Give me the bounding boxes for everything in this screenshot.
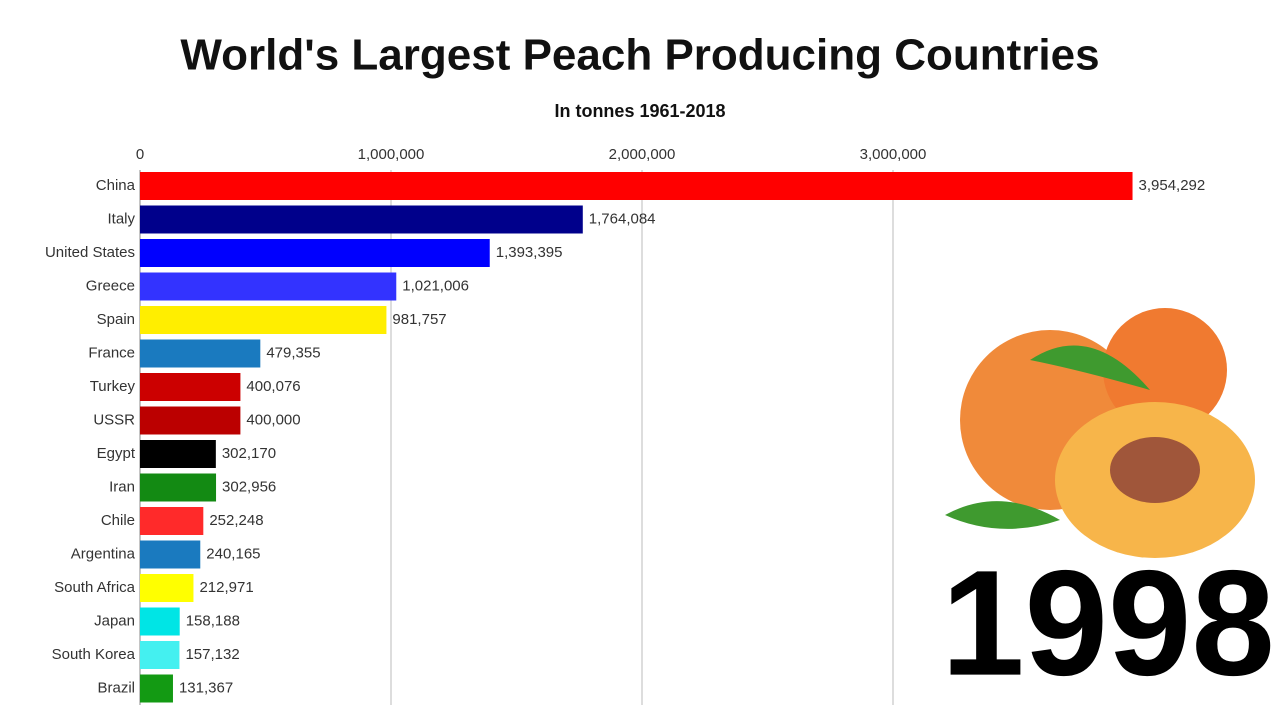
bar-value-label: 158,188	[186, 612, 240, 629]
y-tick-label: Spain	[97, 311, 135, 328]
bar	[140, 540, 201, 569]
y-tick-label: South Africa	[54, 579, 136, 596]
x-tick-label: 0	[136, 146, 144, 163]
y-tick-label: Greece	[86, 277, 135, 294]
bar	[140, 574, 194, 602]
bar-value-label: 1,764,084	[589, 210, 656, 227]
x-tick-label: 2,000,000	[609, 146, 676, 163]
bar	[140, 641, 180, 669]
chart-subtitle: In tonnes 1961-2018	[554, 101, 725, 121]
bar-value-label: 240,165	[206, 545, 260, 562]
bar	[140, 674, 173, 703]
bar-value-label: 302,956	[222, 478, 276, 495]
bar-value-label: 3,954,292	[1139, 177, 1206, 194]
y-tick-label: Chile	[101, 512, 135, 529]
y-tick-label: Egypt	[97, 445, 136, 462]
bar	[140, 607, 180, 636]
y-tick-label: United States	[45, 244, 135, 261]
y-tick-label: South Korea	[52, 646, 136, 663]
bar	[140, 440, 216, 468]
bar-value-label: 479,355	[266, 344, 320, 361]
y-tick-label: China	[96, 177, 136, 194]
bar	[140, 172, 1133, 200]
bar-value-label: 212,971	[199, 579, 253, 596]
bar	[140, 339, 261, 368]
x-tick-label: 1,000,000	[358, 146, 425, 163]
bar-value-label: 302,170	[222, 445, 276, 462]
y-tick-label: USSR	[93, 411, 135, 428]
bar	[140, 406, 241, 435]
bar	[140, 373, 241, 401]
y-tick-label: Iran	[109, 478, 135, 495]
bar-value-label: 1,393,395	[496, 244, 563, 261]
bar	[140, 272, 397, 301]
bar-value-label: 157,132	[185, 646, 239, 663]
y-tick-label: Italy	[107, 210, 135, 227]
bar-value-label: 252,248	[209, 512, 263, 529]
bar	[140, 205, 583, 234]
y-tick-label: Argentina	[71, 545, 136, 562]
bar-value-label: 400,076	[246, 378, 300, 395]
y-tick-label: Brazil	[97, 679, 135, 696]
peach-illustration	[945, 308, 1255, 558]
x-tick-label: 3,000,000	[860, 146, 927, 163]
bar	[140, 473, 217, 502]
bar	[140, 239, 490, 267]
bar-value-label: 1,021,006	[402, 277, 469, 294]
bar-value-label: 400,000	[246, 411, 300, 428]
year-label: 1998	[941, 539, 1275, 707]
y-tick-label: Turkey	[90, 378, 136, 395]
y-tick-label: Japan	[94, 612, 135, 629]
chart-title: World's Largest Peach Producing Countrie…	[180, 31, 1099, 80]
y-tick-label: France	[88, 344, 135, 361]
bar-value-label: 981,757	[392, 311, 446, 328]
bar	[140, 507, 204, 535]
bar-value-label: 131,367	[179, 679, 233, 696]
bar	[140, 306, 387, 334]
